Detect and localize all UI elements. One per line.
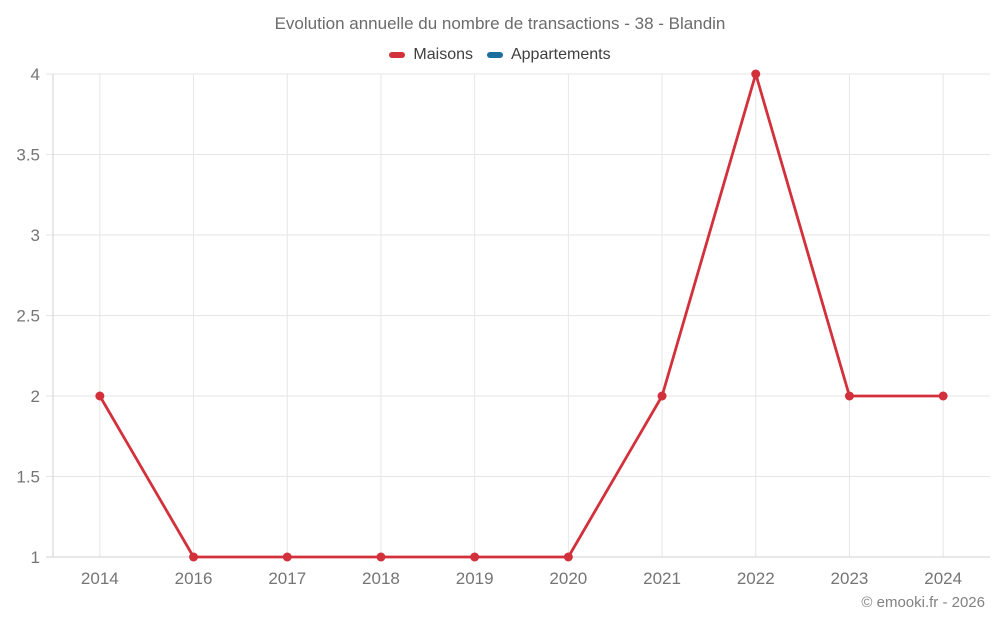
y-axis-label: 1.5 bbox=[16, 468, 40, 487]
data-point-maisons-2022[interactable] bbox=[751, 69, 761, 79]
data-point-maisons-2020[interactable] bbox=[563, 552, 573, 562]
legend-item-maisons[interactable]: Maisons bbox=[389, 46, 473, 64]
x-axis-label: 2021 bbox=[643, 569, 681, 588]
x-axis-label: 2020 bbox=[549, 569, 587, 588]
x-axis-label: 2017 bbox=[268, 569, 306, 588]
x-axis-label: 2018 bbox=[362, 569, 400, 588]
x-axis-label: 2022 bbox=[737, 569, 775, 588]
credit-link[interactable]: © emooki.fr - 2026 bbox=[861, 594, 985, 611]
legend-marker-maisons bbox=[389, 52, 406, 58]
legend-item-appartements[interactable]: Appartements bbox=[486, 46, 611, 64]
data-point-maisons-2024[interactable] bbox=[938, 391, 948, 401]
series-line-maisons bbox=[98, 72, 945, 559]
y-axis-label: 2 bbox=[31, 387, 40, 406]
chart-title: Evolution annuelle du nombre de transact… bbox=[274, 14, 726, 33]
data-point-maisons-2021[interactable] bbox=[657, 391, 667, 401]
data-point-maisons-2018[interactable] bbox=[376, 552, 386, 562]
x-axis-label: 2016 bbox=[175, 569, 213, 588]
data-point-maisons-2017[interactable] bbox=[282, 552, 292, 562]
legend-label-maisons: Maisons bbox=[413, 46, 473, 63]
y-axis-label: 3 bbox=[31, 226, 40, 245]
y-axis-label: 2.5 bbox=[16, 307, 40, 326]
data-point-maisons-2019[interactable] bbox=[470, 552, 480, 562]
data-point-maisons-2014[interactable] bbox=[95, 391, 105, 401]
y-axis-label: 1 bbox=[31, 548, 40, 567]
data-point-maisons-2016[interactable] bbox=[189, 552, 199, 562]
y-axis-label: 4 bbox=[31, 65, 40, 84]
x-axis-label: 2014 bbox=[81, 569, 119, 588]
x-axis-label: 2023 bbox=[831, 569, 869, 588]
x-axis-label: 2024 bbox=[924, 569, 962, 588]
legend-label-appartements: Appartements bbox=[510, 46, 611, 63]
chart-legend: Maisons Appartements bbox=[0, 44, 1000, 66]
data-point-maisons-2023[interactable] bbox=[844, 391, 854, 401]
y-axis-label: 3.5 bbox=[16, 146, 40, 165]
x-axis-label: 2019 bbox=[456, 569, 494, 588]
legend-marker-appartements bbox=[486, 52, 503, 58]
